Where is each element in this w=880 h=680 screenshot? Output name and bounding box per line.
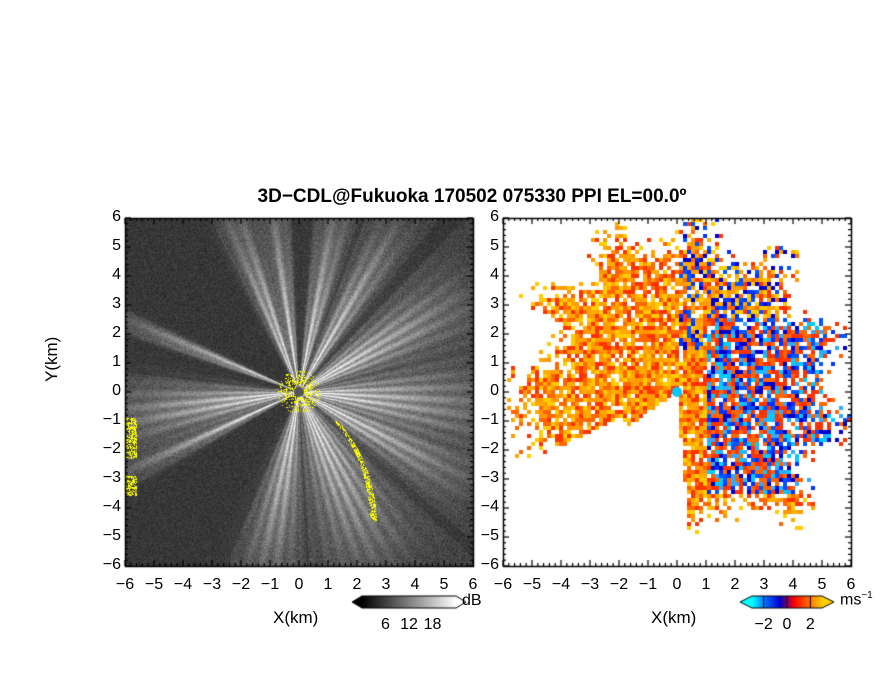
left-y-tick-label: 3: [112, 295, 121, 312]
velocity-colorbar-tick-label: −2: [754, 616, 773, 633]
left-y-tick-label: −2: [102, 440, 121, 457]
left-y-tick-label: 4: [112, 266, 121, 283]
right-x-tick-label: 5: [817, 576, 827, 593]
left-x-tick-label: 0: [294, 576, 304, 593]
left-x-tick-label: 4: [410, 576, 420, 593]
right-y-tick-label: −3: [480, 469, 499, 486]
y-axis-label: Y(km): [42, 336, 61, 382]
right-y-tick-label: 0: [490, 382, 499, 399]
left-y-tick-label: 1: [112, 353, 121, 370]
left-x-tick-label: 2: [352, 576, 362, 593]
velocity-colorbar-tick-label: 2: [805, 616, 815, 633]
snr-colorbar-unit: dB: [462, 592, 482, 609]
right-x-tick-label: −1: [638, 576, 658, 593]
left-y-tick-label: −6: [102, 556, 121, 573]
left-y-tick-label: 5: [112, 237, 121, 254]
left-x-tick-label: −1: [260, 576, 280, 593]
left-x-tick-label: 5: [439, 576, 449, 593]
velocity-colorbar-unit: ms−1: [840, 590, 873, 609]
snr-colorbar-tick-label: 6: [381, 616, 390, 633]
right-y-tick-label: −5: [480, 527, 499, 544]
right-x-tick-label: −2: [609, 576, 629, 593]
left-y-tick-label: 6: [112, 208, 121, 225]
left-y-tick-label: −5: [102, 527, 121, 544]
left-y-tick-label: −4: [102, 498, 121, 515]
left-x-tick-label: 3: [381, 576, 391, 593]
right-x-tick-label: 1: [701, 576, 711, 593]
left-x-tick-label: −5: [144, 576, 164, 593]
right-x-tick-label: −5: [522, 576, 542, 593]
right-x-tick-label: −3: [580, 576, 600, 593]
velocity-colorbar-tick-label: 0: [782, 616, 792, 633]
right-y-tick-label: 5: [490, 237, 499, 254]
right-y-tick-label: 3: [490, 295, 499, 312]
right-x-tick-label: 0: [672, 576, 682, 593]
left-y-tick-label: 0: [112, 382, 121, 399]
right-y-tick-label: −6: [480, 556, 499, 573]
left-x-tick-label: −3: [202, 576, 222, 593]
left-x-tick-label: −6: [115, 576, 135, 593]
left-x-tick-label: −2: [231, 576, 251, 593]
right-y-tick-label: 4: [490, 266, 499, 283]
snr-colorbar-tick-label: 12: [400, 616, 418, 633]
right-y-tick-label: 6: [490, 208, 499, 225]
right-x-tick-label: 4: [788, 576, 798, 593]
x-axis-label-right: X(km): [651, 608, 697, 627]
right-y-tick-label: −2: [480, 440, 499, 457]
left-x-tick-label: −4: [173, 576, 193, 593]
left-y-tick-label: −1: [102, 411, 121, 428]
left-x-tick-label: 6: [468, 576, 478, 593]
left-x-tick-label: 1: [323, 576, 333, 593]
left-y-tick-label: −3: [102, 469, 121, 486]
right-y-tick-label: 2: [490, 324, 499, 341]
right-x-tick-label: 6: [846, 576, 856, 593]
chart-title: 3D−CDL@Fukuoka 170502 075330 PPI EL=00.0…: [257, 186, 687, 207]
snr-colorbar-tick-label: 18: [423, 616, 442, 633]
right-y-tick-label: −1: [480, 411, 499, 428]
right-x-tick-label: 2: [730, 576, 740, 593]
right-y-tick-label: 1: [490, 353, 499, 370]
right-x-tick-label: −6: [493, 576, 513, 593]
right-x-tick-label: 3: [759, 576, 769, 593]
right-x-tick-label: −4: [551, 576, 571, 593]
right-y-tick-label: −4: [480, 498, 499, 515]
left-y-tick-label: 2: [112, 324, 121, 341]
x-axis-label-left: X(km): [273, 608, 319, 627]
